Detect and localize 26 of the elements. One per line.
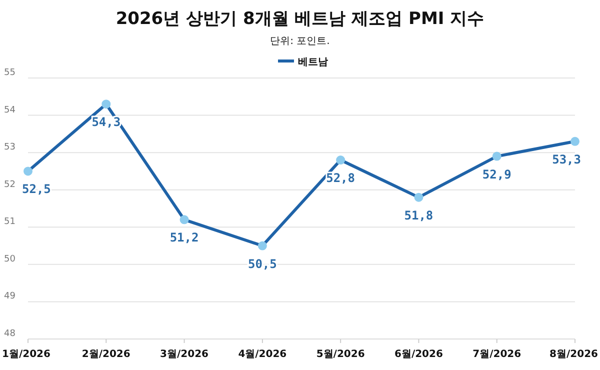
x-tick-label: 5월/2026 (316, 349, 365, 360)
data-label: 51,2 (170, 230, 199, 245)
data-label: 50,5 (248, 256, 277, 271)
data-label: 52,5 (22, 182, 51, 196)
y-tick-label: 49 (4, 292, 16, 302)
x-tick-label: 4월/2026 (238, 349, 287, 360)
data-label: 51,8 (404, 208, 434, 222)
data-label: 52,8 (326, 171, 356, 186)
y-tick-label: 48 (4, 329, 16, 339)
x-tick-label: 2월/2026 (82, 349, 130, 360)
y-tick-label: 54 (4, 105, 16, 116)
chart-subtitle: 단위: 포인트. (270, 36, 330, 47)
y-tick-label: 52 (4, 180, 16, 190)
x-tick-label: 7월/2026 (472, 349, 522, 360)
x-tick-label: 1월/2026 (2, 349, 50, 360)
data-label: 53,3 (552, 152, 581, 166)
x-tick-label: 6월/2026 (394, 349, 443, 360)
y-tick-label: 53 (4, 142, 16, 153)
y-tick-label: 55 (4, 68, 16, 78)
data-label: 52,9 (482, 167, 512, 182)
x-tick-label: 3월/2026 (160, 349, 209, 360)
chart-title: 2026년 상반기 8개월 베트남 제조업 PMI 지수 (116, 9, 484, 29)
y-tick-label: 51 (4, 217, 16, 228)
legend-label: 베트남 (298, 57, 328, 68)
x-tick-label: 8월/2026 (550, 349, 598, 360)
y-tick-label: 50 (4, 254, 16, 264)
